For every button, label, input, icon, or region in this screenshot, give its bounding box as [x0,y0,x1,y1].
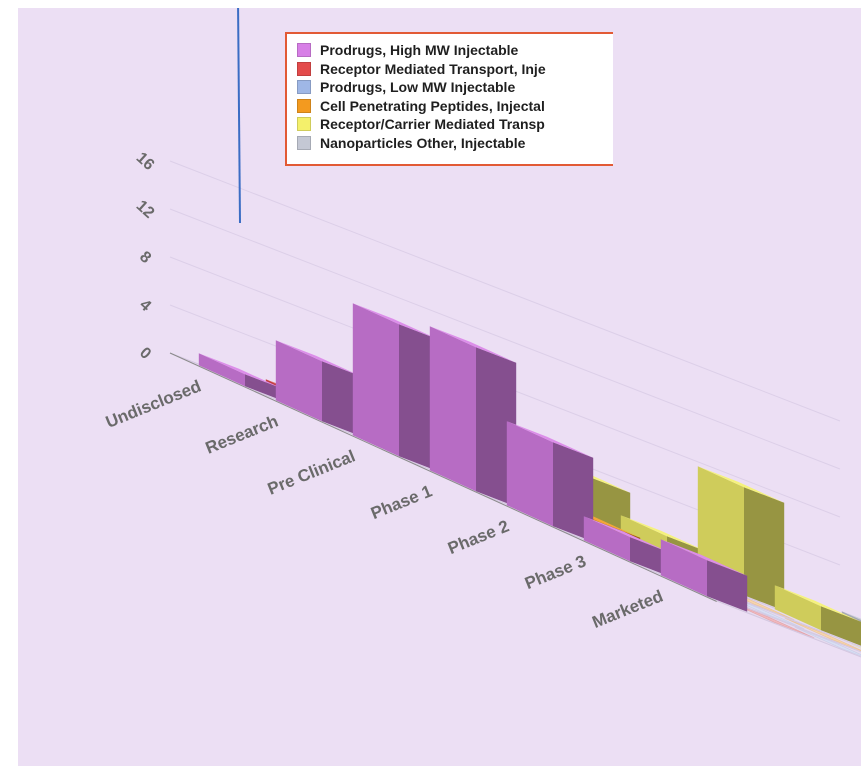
bar-4-4 [774,585,861,646]
category-tick-label: Phase 1 [368,481,435,523]
plot-area: 0 4 8 12 16 Undisclosed Research Pre Clinical Ph… [18,8,861,766]
value-tick-label: 4 [136,296,154,315]
bar-side-face [275,340,322,422]
bar-6-1 [727,600,815,639]
legend-swatch [297,80,311,95]
legend-entry: Receptor/Carrier Mediated Transp [297,115,613,134]
bar-1-0 [275,340,363,437]
bar-front-face [744,487,785,611]
bar-top-face [774,585,861,622]
legend-label: Receptor/Carrier Mediated Transp [320,116,545,133]
bar-zero-tile [851,643,861,649]
bar-6-0 [660,539,748,612]
bar-front-face [707,560,748,612]
value-tick-label: 0 [136,344,154,363]
bar-front-face [245,374,286,402]
legend-entry: Nanoparticles Other, Injectable [297,134,613,153]
bar-top-face [620,515,708,552]
bar-top-face [429,326,517,363]
bar-side-face [198,353,245,387]
bar-6-2 [794,626,861,657]
legend-swatch [297,135,311,150]
bar-front-face [821,606,861,646]
bar-top-face [583,516,671,553]
value-tick-label: 12 [133,197,158,222]
value-tick-label: 16 [133,149,158,174]
bar-zero-tile [794,626,861,657]
bar-top-face [506,421,594,458]
bar-side-face [506,421,553,527]
legend-label: Cell Penetrating Peptides, Injectal [320,97,545,114]
wall-gridline [169,160,841,422]
bar-4-0 [506,421,594,542]
bar-5-3 [784,617,861,652]
bar-front-face [553,442,594,542]
legend-swatch [297,43,311,58]
legend-label: Prodrugs, High MW Injectable [320,42,519,59]
bar-front-face [476,347,517,507]
bar-side-face [660,539,707,597]
bar-side-face [583,516,630,562]
bar-top-face [841,611,861,620]
legend-label: Nanoparticles Other, Injectable [320,134,526,151]
category-axis-line [169,352,717,602]
bar-front-face [399,324,440,472]
bar-side-face [352,303,399,457]
legend-entry: Prodrugs, High MW Injectable [297,41,613,60]
legend-label: Receptor Mediated Transport, Inje [320,60,546,77]
bar-2-0 [352,303,440,472]
bar-side-face [429,326,476,492]
bar-zero-tile [784,617,861,652]
bar-5-4 [851,643,861,649]
category-tick-label: Research [203,411,281,457]
bar-top-face [660,539,748,576]
legend-label: Prodrugs, Low MW Injectable [320,79,516,96]
chart-legend: Prodrugs, High MW Injectable Receptor Me… [285,32,613,166]
legend-entry: Receptor Mediated Transport, Inje [297,60,613,79]
bar-front-face [322,361,363,437]
bar-top-face [198,353,286,390]
legend-swatch [297,61,311,76]
bar-5-0 [583,516,671,577]
bar-top-face [697,466,785,503]
legend-entry: Cell Penetrating Peptides, Injectal [297,97,613,116]
category-tick-label: Undisclosed [103,376,204,431]
bar-side-face [774,585,821,631]
bar-zero-tile [727,600,815,639]
category-tick-label: Pre Clinical [265,446,358,498]
category-tick-label: Phase 3 [522,551,589,593]
bar-top-face [352,303,440,340]
legend-entry: Prodrugs, Low MW Injectable [297,78,613,97]
annotation-pointer-line [237,8,241,224]
bar-3-0 [429,326,517,507]
value-tick-label: 8 [136,248,154,267]
category-tick-label: Phase 2 [445,516,512,558]
bar-top-face [275,340,363,377]
legend-swatch [297,98,311,113]
bar-front-face [630,537,671,577]
bar-0-0 [198,353,286,402]
wall-gridline [169,208,841,470]
floor-gridline [708,597,861,658]
category-tick-label: Marketed [589,586,665,632]
bars-layer [198,303,861,657]
legend-swatch [297,117,311,132]
